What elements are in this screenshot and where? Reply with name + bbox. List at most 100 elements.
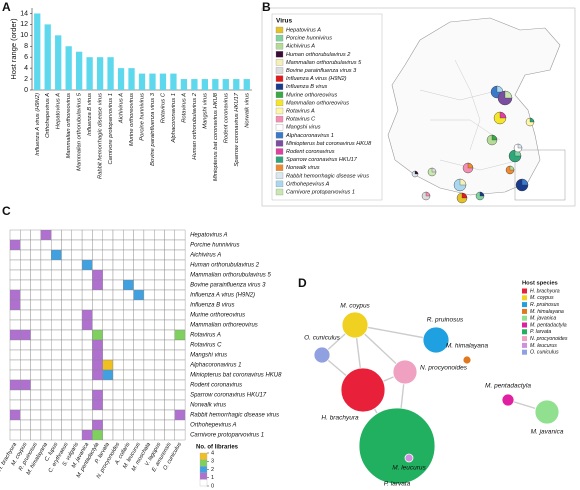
legend-label: N. procyonoides xyxy=(530,336,568,342)
row-label: Aichivirus A xyxy=(189,253,221,259)
heat-cell xyxy=(112,359,124,371)
colorbar-step xyxy=(199,479,208,487)
heat-cell xyxy=(123,229,134,241)
heat-cell xyxy=(153,389,165,401)
heat-cell xyxy=(92,269,103,281)
heat-cell xyxy=(30,379,42,391)
heat-cell xyxy=(174,359,186,371)
legend-swatch xyxy=(275,43,284,50)
row-label: Rotavirus C xyxy=(190,343,222,349)
heat-cell xyxy=(153,229,165,241)
heat-cell xyxy=(143,289,155,301)
heat-cell xyxy=(71,399,83,411)
heat-cell xyxy=(61,309,73,321)
heat-cell xyxy=(92,409,103,421)
heat-cell xyxy=(112,399,124,411)
row-label: Influenza B virus xyxy=(190,303,234,309)
x-tick-label: Murine orthoreovirus xyxy=(129,93,135,146)
heat-cell xyxy=(112,229,124,241)
heat-cell xyxy=(123,279,134,291)
heat-cell xyxy=(123,309,134,321)
heat-cell xyxy=(112,309,124,321)
heat-cell xyxy=(30,429,42,441)
heat-cell xyxy=(92,279,103,291)
bar xyxy=(170,73,177,90)
heat-cell xyxy=(30,329,42,341)
heat-cell xyxy=(153,359,165,371)
heat-cell xyxy=(153,379,165,391)
heat-cell xyxy=(92,289,103,301)
heat-cell xyxy=(143,319,155,331)
heat-cell xyxy=(123,399,134,411)
heat-cell xyxy=(174,339,186,351)
heat-cell xyxy=(112,339,124,351)
heat-cell xyxy=(112,319,124,331)
heat-cell xyxy=(174,279,186,291)
heat-cell xyxy=(51,349,62,361)
heat-cell xyxy=(102,359,114,371)
legend-label: Influenza A virus (H9N2) xyxy=(286,76,347,82)
heat-cell xyxy=(20,349,31,361)
heat-cell xyxy=(20,249,31,261)
heat-cell xyxy=(9,309,21,321)
heat-cell xyxy=(20,289,31,301)
x-tick-label: Alphacoronavirus 1 xyxy=(171,93,177,144)
heat-cell xyxy=(20,359,31,371)
heat-cell xyxy=(164,299,176,311)
heat-cell xyxy=(51,309,62,321)
heat-cell xyxy=(30,289,42,301)
heat-cell xyxy=(92,379,103,391)
heat-cell xyxy=(51,299,62,311)
heat-cell xyxy=(102,279,114,291)
heat-cell xyxy=(81,429,93,441)
heat-cell xyxy=(71,419,83,431)
heat-cell xyxy=(30,389,42,401)
legend-swatch xyxy=(522,315,527,321)
legend-box xyxy=(271,13,383,201)
network-node xyxy=(501,393,515,407)
heat-cell xyxy=(174,409,186,421)
heat-cell xyxy=(112,279,124,291)
heat-cell xyxy=(30,359,42,371)
heat-cell xyxy=(81,289,93,301)
heat-cell xyxy=(20,409,31,421)
heat-cell xyxy=(164,249,176,261)
heat-cell xyxy=(61,389,73,401)
heat-cell xyxy=(143,349,155,361)
x-tick-label: Influenza B virus xyxy=(87,93,93,136)
network-node xyxy=(341,311,369,339)
heat-cell xyxy=(133,339,145,351)
legend-swatch xyxy=(522,295,527,301)
heat-cell xyxy=(112,369,124,381)
legend-label: Norwalk virus xyxy=(286,165,320,171)
heat-cell xyxy=(30,299,42,311)
heat-cell xyxy=(20,389,31,401)
row-label: Carnivore protoparvovirus 1 xyxy=(190,433,264,439)
heat-cell xyxy=(92,329,103,341)
heat-cell xyxy=(9,319,21,331)
heat-cell xyxy=(102,339,114,351)
legend-label: Mangshi virus xyxy=(286,125,321,131)
heat-cell xyxy=(40,289,52,301)
y-tick-label: 6 xyxy=(24,54,28,61)
bar xyxy=(243,79,250,90)
heat-cell xyxy=(61,339,73,351)
colorbar-tick-label: 1 xyxy=(211,475,214,481)
heat-cell xyxy=(153,299,165,311)
legend-label: Rotavirus C xyxy=(286,117,316,123)
legend-swatch xyxy=(522,342,527,348)
heat-cell xyxy=(71,379,83,391)
heat-cell xyxy=(81,339,93,351)
heat-cell xyxy=(153,309,165,321)
heat-cell xyxy=(143,339,155,351)
colorbar-tick-label: 3 xyxy=(211,459,214,465)
heat-cell xyxy=(61,349,73,361)
node-label: M. pentadactyla xyxy=(485,383,531,390)
heat-cell xyxy=(40,269,52,281)
heat-cell xyxy=(51,389,62,401)
legend-swatch xyxy=(275,140,284,147)
legend-label: M. javanica xyxy=(530,316,556,322)
map-site-slice xyxy=(529,117,535,123)
node-label: M. himalayana xyxy=(446,343,489,350)
